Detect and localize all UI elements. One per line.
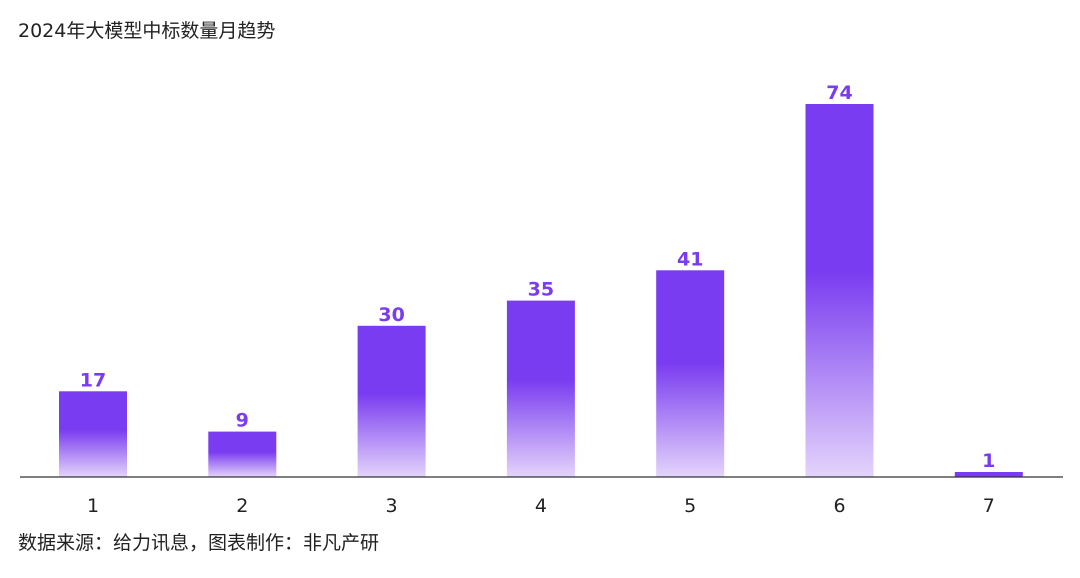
bar-7 <box>954 472 1023 477</box>
bars-group <box>59 104 1023 477</box>
bar-1 <box>59 391 127 477</box>
chart-title: 2024年大模型中标数量月趋势 <box>18 20 276 42</box>
data-label-2: 9 <box>236 410 249 432</box>
data-label-3: 30 <box>378 304 404 326</box>
x-tick-label-6: 6 <box>833 495 845 517</box>
bar-2 <box>208 431 277 477</box>
tick-labels-group: 1 2 3 4 5 6 7 <box>87 495 995 517</box>
bar-4 <box>506 300 575 477</box>
x-tick-label-3: 3 <box>386 495 398 517</box>
x-tick-label-2: 2 <box>236 495 248 517</box>
data-label-5: 41 <box>677 248 703 270</box>
x-tick-label-4: 4 <box>535 495 547 517</box>
x-tick-label-7: 7 <box>983 495 995 517</box>
bar-3 <box>357 325 426 477</box>
bar-5 <box>656 270 725 477</box>
x-tick-label-5: 5 <box>684 495 696 517</box>
data-label-4: 35 <box>528 279 554 301</box>
source-note: 数据来源：给力讯息，图表制作：非凡产研 <box>18 532 380 554</box>
data-label-6: 74 <box>826 82 852 104</box>
bar-6 <box>805 104 874 477</box>
x-tick-label-1: 1 <box>87 495 99 517</box>
value-labels-group: 17 9 30 35 41 74 1 <box>80 82 996 472</box>
data-label-1: 17 <box>80 369 106 391</box>
data-label-7: 1 <box>982 450 995 472</box>
